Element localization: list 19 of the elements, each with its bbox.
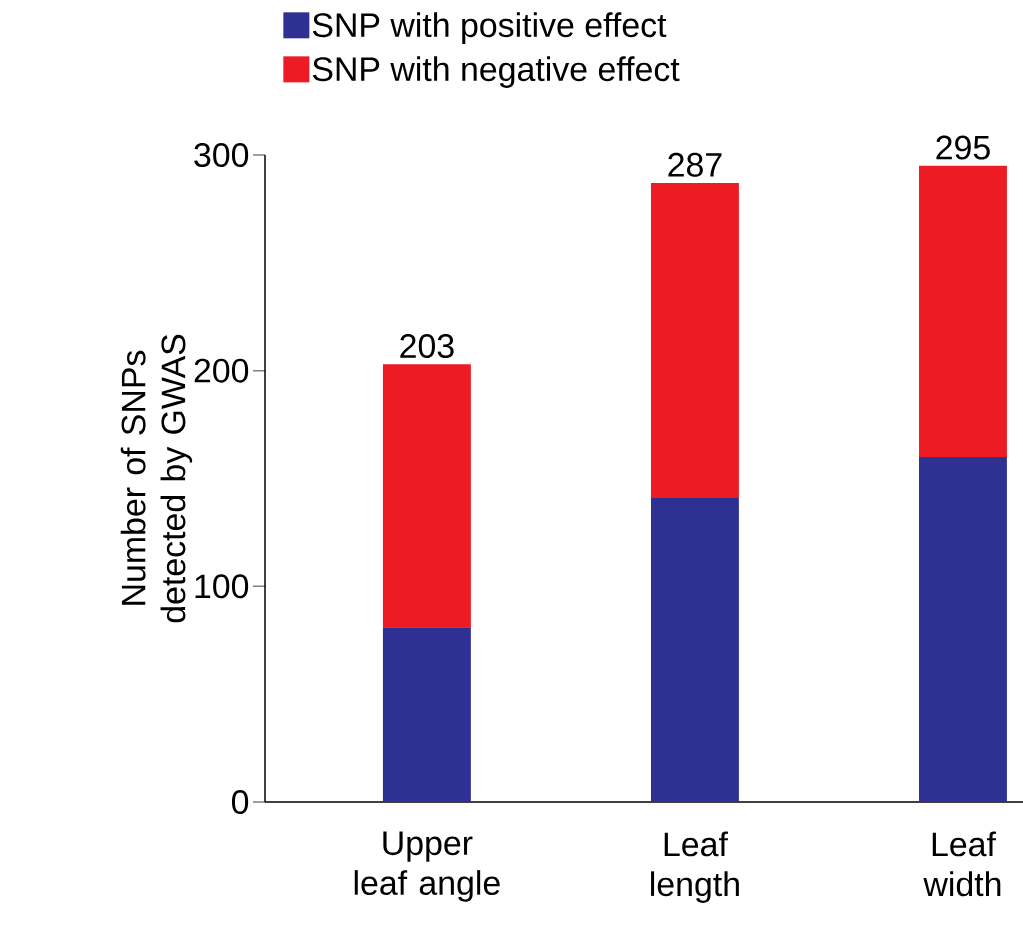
bar bbox=[650, 497, 739, 802]
x-tick-label: Leaf length bbox=[651, 831, 739, 903]
x-tick-label: Upper leaf angle bbox=[354, 831, 500, 902]
y-tick-label: 300 bbox=[194, 143, 249, 167]
total-label: 295 bbox=[936, 135, 990, 160]
bar bbox=[919, 456, 1007, 802]
y-axis-title: Number of SNPs detected by GWAS bbox=[120, 334, 193, 623]
bar bbox=[919, 165, 1007, 457]
total-label: 287 bbox=[668, 152, 722, 177]
legend-label: SNP with positive effect bbox=[312, 12, 667, 44]
y-tick-label: 100 bbox=[195, 574, 249, 599]
bar bbox=[382, 627, 471, 802]
bar bbox=[382, 364, 471, 628]
total-label: 203 bbox=[400, 334, 454, 358]
y-tick-label: 0 bbox=[231, 790, 249, 814]
legend-label: SNP with negative effect bbox=[312, 56, 680, 88]
bar bbox=[650, 183, 739, 498]
y-tick-label: 200 bbox=[194, 358, 249, 383]
x-tick-label: Leaf width bbox=[923, 831, 1001, 897]
